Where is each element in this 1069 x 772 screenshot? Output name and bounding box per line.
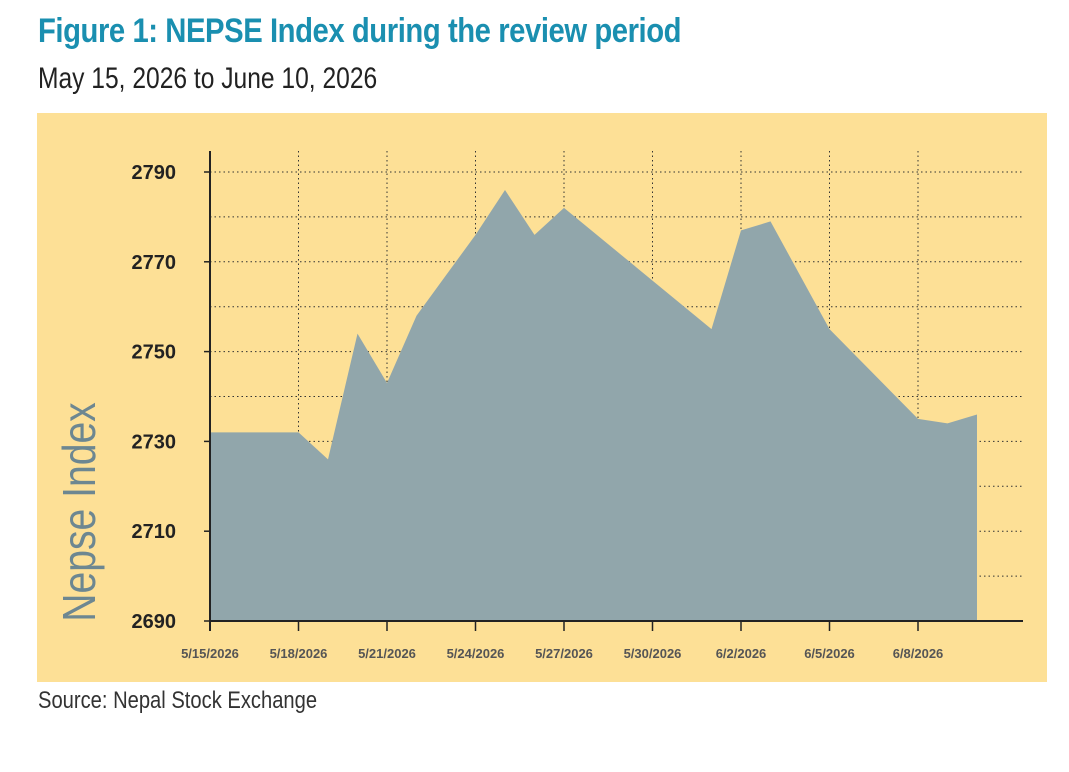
- chart-title: Figure 1: NEPSE Index during the review …: [38, 12, 682, 50]
- axes: [209, 151, 1023, 631]
- x-tick-label: 5/15/2026: [181, 646, 239, 661]
- y-tick-label: 2790: [132, 162, 177, 184]
- y-tick-labels: 2690 2710 2730 2750 2770 2790: [132, 162, 210, 633]
- source-note: Source: Nepal Stock Exchange: [38, 687, 318, 714]
- x-tick-label: 5/18/2026: [270, 646, 328, 661]
- series-area: [210, 190, 977, 621]
- x-tick-label: 5/24/2026: [447, 646, 505, 661]
- y-axis-label: Nepse Index: [54, 402, 106, 621]
- chart-subtitle: May 15, 2026 to June 10, 2026: [38, 62, 378, 95]
- x-tick-labels: 5/15/2026 5/18/2026 5/21/2026 5/24/2026 5/27…: [181, 621, 943, 661]
- x-tick-label: 5/30/2026: [624, 646, 682, 661]
- x-tick-label: 6/5/2026: [804, 646, 855, 661]
- x-tick-label: 5/21/2026: [358, 646, 416, 661]
- x-tick-label: 5/27/2026: [535, 646, 593, 661]
- x-tick-label: 6/2/2026: [716, 646, 767, 661]
- y-tick-label: 2750: [132, 342, 177, 364]
- y-tick-label: 2730: [132, 431, 177, 453]
- x-tick-label: 6/8/2026: [893, 646, 944, 661]
- y-tick-label: 2690: [132, 611, 177, 633]
- y-tick-label: 2710: [132, 521, 177, 543]
- y-tick-label: 2770: [132, 252, 177, 274]
